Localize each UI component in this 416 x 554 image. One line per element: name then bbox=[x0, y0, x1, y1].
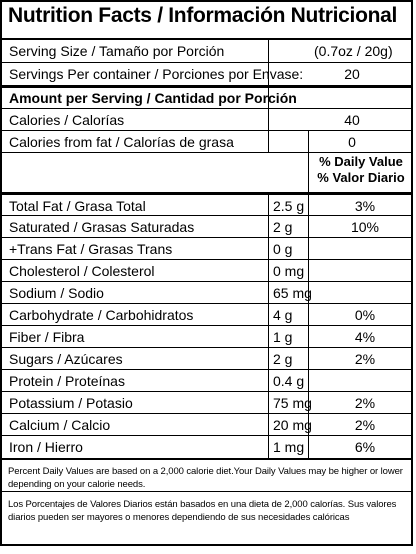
nutrient-amount: 1 g bbox=[273, 329, 293, 345]
nutrient-label: Carbohydrate / Carbohidratos bbox=[9, 307, 194, 323]
nutrient-label: Fiber / Fibra bbox=[9, 329, 85, 345]
nutrient-row: Sugars / Azúcares 2 g 2% bbox=[2, 348, 411, 370]
nutrient-row: Total Fat / Grasa Total 2.5 g 3% bbox=[2, 195, 411, 217]
nutrient-row: Iron / Hierro 1 mg 6% bbox=[2, 436, 411, 458]
nutrient-daily-value: 2% bbox=[354, 417, 376, 433]
nutrient-label: Protein / Proteínas bbox=[9, 373, 125, 389]
calories-row: Calories / Calorías 40 bbox=[2, 109, 411, 131]
nutrient-label: Saturated / Grasas Saturadas bbox=[9, 219, 195, 235]
nutrient-row: Saturated / Grasas Saturadas 2 g 10% bbox=[2, 216, 411, 238]
divider bbox=[2, 303, 411, 304]
column-divider bbox=[268, 40, 269, 108]
nutrient-label: +Trans Fat / Grasas Trans bbox=[9, 241, 173, 257]
nutrient-label: Calcium / Calcio bbox=[9, 417, 111, 433]
divider bbox=[2, 192, 411, 195]
divider bbox=[2, 38, 411, 40]
nutrient-amount: 1 mg bbox=[273, 439, 305, 455]
divider bbox=[2, 259, 411, 260]
divider bbox=[2, 491, 411, 492]
divider bbox=[2, 325, 411, 326]
divider bbox=[2, 152, 411, 153]
amount-per-serving-row: Amount per Serving / Cantidad por Porció… bbox=[2, 87, 411, 109]
nutrient-amount: 0.4 g bbox=[273, 373, 305, 389]
nutrient-row: Potassium / Potasio 75 mg 2% bbox=[2, 392, 411, 414]
nutrient-label: Total Fat / Grasa Total bbox=[9, 198, 146, 214]
divider bbox=[2, 130, 411, 131]
amount-per-serving-heading: Amount per Serving / Cantidad por Porció… bbox=[9, 90, 297, 106]
footnote-english: Percent Daily Values are based on a 2,00… bbox=[8, 466, 403, 490]
footnote-spanish: Los Porcentajes de Valores Diarios están… bbox=[8, 499, 397, 523]
nutrient-amount: 0 mg bbox=[273, 263, 305, 279]
nutrient-row: Calcium / Calcio 20 mg 2% bbox=[2, 414, 411, 436]
nutrient-row: Protein / Proteínas 0.4 g bbox=[2, 370, 411, 392]
calories-value: 40 bbox=[344, 112, 360, 128]
serving-size-row: Serving Size / Tamaño por Porción (0.7oz… bbox=[2, 40, 411, 62]
serving-size-value: (0.7oz / 20g) bbox=[314, 43, 393, 59]
nutrient-daily-value: 10% bbox=[350, 219, 380, 235]
divider bbox=[2, 391, 411, 392]
nutrient-row: Sodium / Sodio 65 mg bbox=[2, 282, 411, 304]
divider bbox=[2, 369, 411, 370]
nutrient-label: Potassium / Potasio bbox=[9, 395, 133, 411]
calories-from-fat-label: Calories from fat / Calorías de grasa bbox=[9, 134, 234, 150]
column-divider bbox=[308, 131, 309, 458]
calories-from-fat-value: 0 bbox=[348, 134, 356, 150]
nutrient-daily-value: 4% bbox=[354, 329, 376, 345]
servings-per-container-value: 20 bbox=[344, 66, 360, 82]
nutrient-amount: 75 mg bbox=[273, 395, 312, 411]
nutrient-amount: 65 mg bbox=[273, 285, 312, 301]
label-title: Nutrition Facts / Información Nutriciona… bbox=[8, 4, 398, 27]
nutrient-label: Cholesterol / Colesterol bbox=[9, 263, 155, 279]
column-divider bbox=[268, 109, 269, 152]
divider bbox=[2, 413, 411, 414]
divider bbox=[2, 281, 411, 282]
nutrient-daily-value: 0% bbox=[354, 307, 376, 323]
serving-size-label: Serving Size / Tamaño por Porción bbox=[9, 43, 225, 59]
nutrient-amount: 2 g bbox=[273, 351, 293, 367]
daily-value-header-es: % Valor Diario bbox=[317, 170, 405, 185]
nutrient-label: Iron / Hierro bbox=[9, 439, 83, 455]
nutrient-amount: 0 g bbox=[273, 241, 293, 257]
column-divider bbox=[268, 195, 269, 458]
nutrient-label: Sugars / Azúcares bbox=[9, 351, 123, 367]
nutrient-amount: 2.5 g bbox=[273, 198, 305, 214]
nutrient-daily-value: 6% bbox=[354, 439, 376, 455]
nutrient-label: Sodium / Sodio bbox=[9, 285, 104, 301]
nutrient-row: Fiber / Fibra 1 g 4% bbox=[2, 326, 411, 348]
divider bbox=[2, 458, 411, 460]
divider bbox=[2, 215, 411, 216]
nutrient-daily-value: 2% bbox=[354, 395, 376, 411]
servings-per-container-row: Servings Per container / Porciones por E… bbox=[2, 63, 411, 85]
calories-label: Calories / Calorías bbox=[9, 112, 125, 128]
divider bbox=[2, 347, 411, 348]
divider bbox=[2, 237, 411, 238]
nutrient-amount: 20 mg bbox=[273, 417, 312, 433]
nutrient-row: Carbohydrate / Carbohidratos 4 g 0% bbox=[2, 304, 411, 326]
calories-from-fat-row: Calories from fat / Calorías de grasa 0 bbox=[2, 131, 411, 153]
daily-value-header-en: % Daily Value bbox=[319, 154, 403, 169]
nutrient-amount: 2 g bbox=[273, 219, 293, 235]
divider bbox=[2, 62, 411, 63]
divider bbox=[2, 85, 411, 88]
nutrient-daily-value: 3% bbox=[354, 198, 376, 214]
divider bbox=[2, 108, 411, 109]
nutrient-row: Cholesterol / Colesterol 0 mg bbox=[2, 260, 411, 282]
nutrient-row: +Trans Fat / Grasas Trans 0 g bbox=[2, 238, 411, 260]
divider bbox=[2, 435, 411, 436]
servings-per-container-label: Servings Per container / Porciones por E… bbox=[9, 66, 304, 82]
nutrient-amount: 4 g bbox=[273, 307, 293, 323]
nutrition-facts-panel: Nutrition Facts / Información Nutriciona… bbox=[0, 0, 413, 546]
nutrient-daily-value: 2% bbox=[354, 351, 376, 367]
daily-value-header: % Daily Value % Valor Diario bbox=[308, 154, 414, 186]
